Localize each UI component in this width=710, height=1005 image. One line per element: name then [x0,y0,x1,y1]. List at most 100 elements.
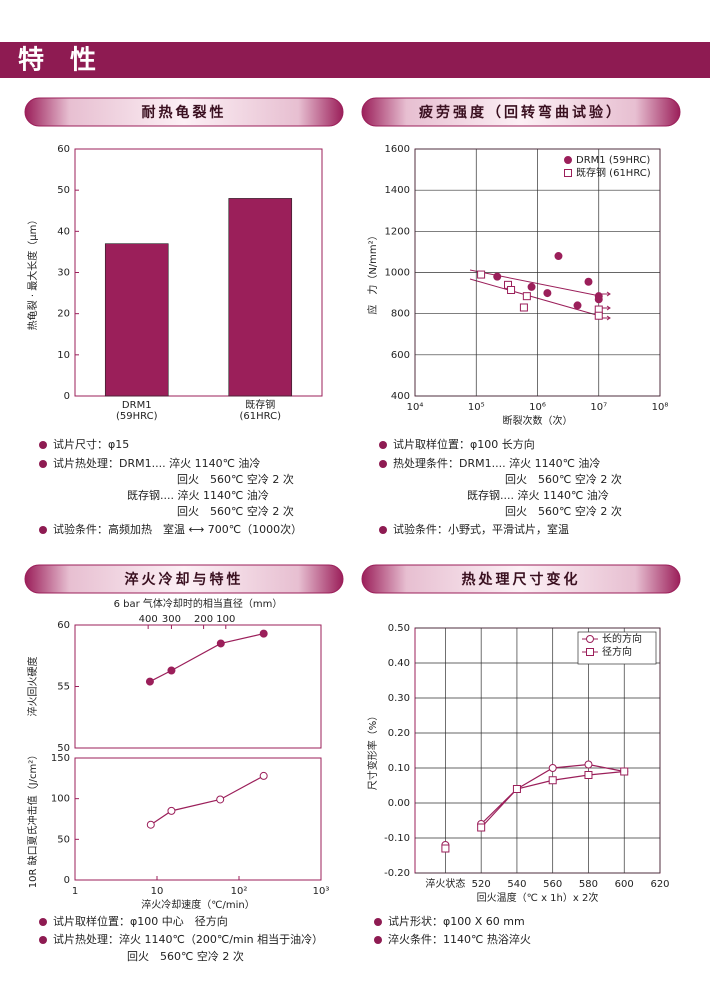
y-tick-label: 0 [64,391,70,402]
y-tick-label: 1000 [385,268,410,279]
x-tick-label: 540 [507,879,526,890]
plot-frame [414,627,661,874]
x-tick-label: 10⁵ [468,402,485,413]
x2-tick-label: 100 [216,614,235,625]
marker [594,295,603,304]
marker [584,760,593,769]
y-tick-label: -0.10 [384,833,410,844]
marker [554,252,563,261]
legend-marker [586,635,594,643]
y-tick-label: 50 [57,834,70,845]
note: 淬火条件：1140℃ 热浴淬火 [388,932,531,946]
y-axis-label: 尺寸变形率（%） [366,711,379,791]
section-pill [361,564,681,594]
y-tick-label: 60 [57,620,70,631]
bullet [39,936,47,944]
note: 回火 560℃ 空冷 2 次 [177,504,294,518]
x-tick-label: 10⁴ [407,402,424,413]
note: 回火 560℃ 空冷 2 次 [127,949,244,963]
legend-marker [564,169,572,177]
plot-frame [74,624,322,749]
y-axis-label: 热龟裂 · 最大长度（μm） [26,215,39,331]
header-bar [0,42,710,78]
x-tick-label: 560 [543,879,562,890]
marker [216,639,225,648]
x-tick-label: 10⁶ [529,402,546,413]
note: 热处理条件：DRM1.... 淬火 1140℃ 油冷 [393,456,600,470]
bullet [39,526,47,534]
note: 既存钢.... 淬火 1140℃ 油冷 [127,488,269,502]
x-axis-label: 淬火冷却速度（℃/min） [141,898,254,911]
x-tick-label: 620 [650,879,669,890]
marker [543,289,552,298]
x-tick-label: 10⁷ [590,402,607,413]
marker [584,277,593,286]
x-tick-sublabel: (59HRC) [116,411,158,422]
y-tick-label: 150 [51,753,70,764]
marker [167,806,176,815]
marker [493,272,502,281]
bullet [374,936,382,944]
y-tick-label: 800 [391,309,410,320]
section-pill [361,97,681,127]
section-pill [24,564,344,594]
bullet [379,460,387,468]
y-tick-label: 10 [57,350,70,361]
trend-line [469,269,601,297]
x-tick-label: 淬火状态 [425,877,465,890]
marker [519,303,528,312]
x-tick-label: 10² [231,886,248,897]
marker [573,301,582,310]
marker [145,677,154,686]
series-line [150,775,264,826]
section-title: 疲劳强度（回转弯曲试验） [419,104,623,121]
note: 试验条件：高频加热 室温 ⟷ 700℃（1000次） [53,522,302,536]
bullet [374,918,382,926]
note: 试片取样位置：φ100 长方向 [393,437,535,451]
section-title: 热处理尺寸变化 [462,571,581,588]
x-tick-label: 520 [472,879,491,890]
x-tick-label: 10 [151,886,164,897]
marker [146,820,155,829]
y-axis-label: 应 力（N/mm²） [366,230,379,314]
y-tick-label: 600 [391,350,410,361]
marker [594,311,603,320]
x-axis-label: 回火温度（℃ x 1h）x 2次 [477,891,599,904]
runout-arrows [600,291,611,321]
trend-line [469,278,601,317]
bullet [379,526,387,534]
y-tick-label: 20 [57,309,70,320]
y-tick-label: 55 [57,682,70,693]
plot-frame [74,757,322,881]
bullet [379,441,387,449]
x-tick-label: 1 [72,886,78,897]
y-tick-label: 0 [64,875,70,886]
y-tick-label: 0.20 [388,728,410,739]
page-title: 特 性 [18,45,96,76]
y-tick-label: 0.40 [388,658,410,669]
x-axis-label: 断裂次数（次） [503,414,573,427]
x-tick-label: 既存钢 [245,398,275,411]
y-tick-label: 30 [57,268,70,279]
note: 试片热处理：淬火 1140℃（200℃/min 相当于油冷） [53,932,323,946]
y-tick-label: 0.00 [388,798,410,809]
y-tick-label: 1400 [385,185,410,196]
marker [548,776,557,785]
y-tick-label: 0.10 [388,763,410,774]
y-tick-label: -0.20 [384,868,410,879]
bullet [39,918,47,926]
marker [512,785,521,793]
marker [507,285,516,294]
y-tick-label: 40 [57,226,70,237]
marker [584,771,593,779]
marker [527,282,536,291]
y-tick-label: 0.30 [388,693,410,704]
series-line [149,633,264,683]
marker [477,823,486,832]
legend-marker [586,648,594,656]
y-tick-label: 100 [51,794,70,805]
note: 试验条件：小野式，平滑试片，室温 [393,522,569,536]
note: 回火 560℃ 空冷 2 次 [177,472,294,486]
note: 回火 560℃ 空冷 2 次 [505,472,622,486]
